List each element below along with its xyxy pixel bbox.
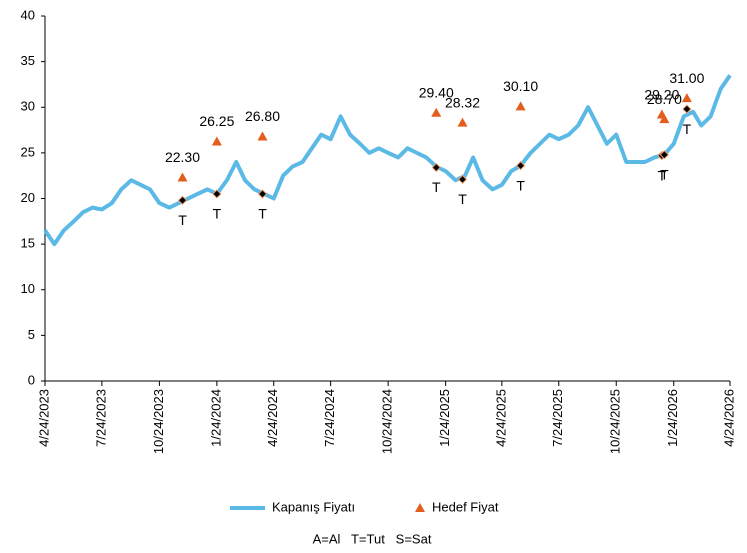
y-tick-label: 20 (21, 190, 35, 205)
target-label: 29.20 (644, 86, 679, 102)
recommendation-marker (177, 195, 188, 206)
target-marker (257, 131, 268, 141)
recommendation-marker (659, 149, 670, 160)
target-label: 29.40 (419, 84, 454, 100)
legend-label: Hedef Fiyat (432, 499, 499, 514)
legend-label: Kapanış Fiyatı (272, 499, 355, 514)
recommendation-marker (431, 162, 441, 173)
target-marker (177, 172, 188, 182)
recommendation-label: T (683, 121, 692, 137)
recommendation-marker (257, 189, 268, 199)
x-tick-label: 1/24/2025 (437, 389, 452, 447)
target-label: 22.30 (165, 149, 200, 165)
y-tick-label: 30 (21, 99, 35, 114)
target-marker (457, 117, 468, 127)
recommendation-label: T (458, 191, 467, 207)
recommendation-label: T (660, 166, 669, 182)
x-tick-label: 4/24/2024 (265, 389, 280, 447)
y-tick-label: 10 (21, 281, 35, 296)
target-label: 30.10 (503, 78, 538, 94)
target-label: 28.70 (647, 91, 682, 107)
recommendation-marker (212, 189, 222, 199)
legend-marker (415, 503, 425, 512)
y-tick-label: 40 (21, 7, 35, 22)
y-tick-label: 25 (21, 144, 35, 159)
x-tick-label: 4/24/2023 (36, 389, 51, 447)
target-label: 26.25 (199, 113, 234, 129)
target-marker (515, 101, 526, 111)
x-tick-label: 1/24/2024 (208, 389, 223, 447)
legend-note: A=Al T=Tut S=Sat (313, 531, 432, 546)
recommendation-marker (457, 174, 468, 185)
target-label: 26.80 (245, 108, 280, 124)
target-label: 31.00 (669, 70, 704, 86)
recommendation-label: T (658, 167, 667, 183)
target-marker (211, 136, 222, 146)
recommendation-label: T (178, 212, 187, 228)
recommendation-label: T (432, 179, 441, 195)
recommendation-label: T (516, 177, 525, 193)
x-tick-label: 4/24/2026 (721, 389, 736, 447)
recommendation-label: T (258, 206, 267, 222)
x-tick-label: 1/24/2026 (665, 389, 680, 447)
target-marker (681, 93, 692, 103)
y-tick-label: 15 (21, 236, 35, 251)
x-tick-label: 4/24/2025 (493, 389, 508, 447)
price-line (43, 74, 732, 247)
recommendation-label: T (213, 206, 222, 222)
y-tick-label: 5 (28, 327, 35, 342)
target-marker (659, 114, 670, 124)
x-tick-label: 10/24/2024 (380, 389, 395, 454)
y-tick-label: 0 (28, 372, 35, 387)
recommendation-marker (682, 104, 692, 114)
target-label: 28.32 (445, 94, 480, 110)
target-marker (431, 107, 442, 117)
x-tick-label: 7/24/2023 (93, 389, 108, 447)
recommendation-marker (515, 160, 526, 171)
y-tick-label: 35 (21, 53, 35, 68)
x-tick-label: 10/24/2025 (608, 389, 623, 454)
x-tick-label: 10/24/2023 (151, 389, 166, 454)
x-tick-label: 7/24/2024 (322, 389, 337, 447)
x-tick-label: 7/24/2025 (550, 389, 565, 447)
